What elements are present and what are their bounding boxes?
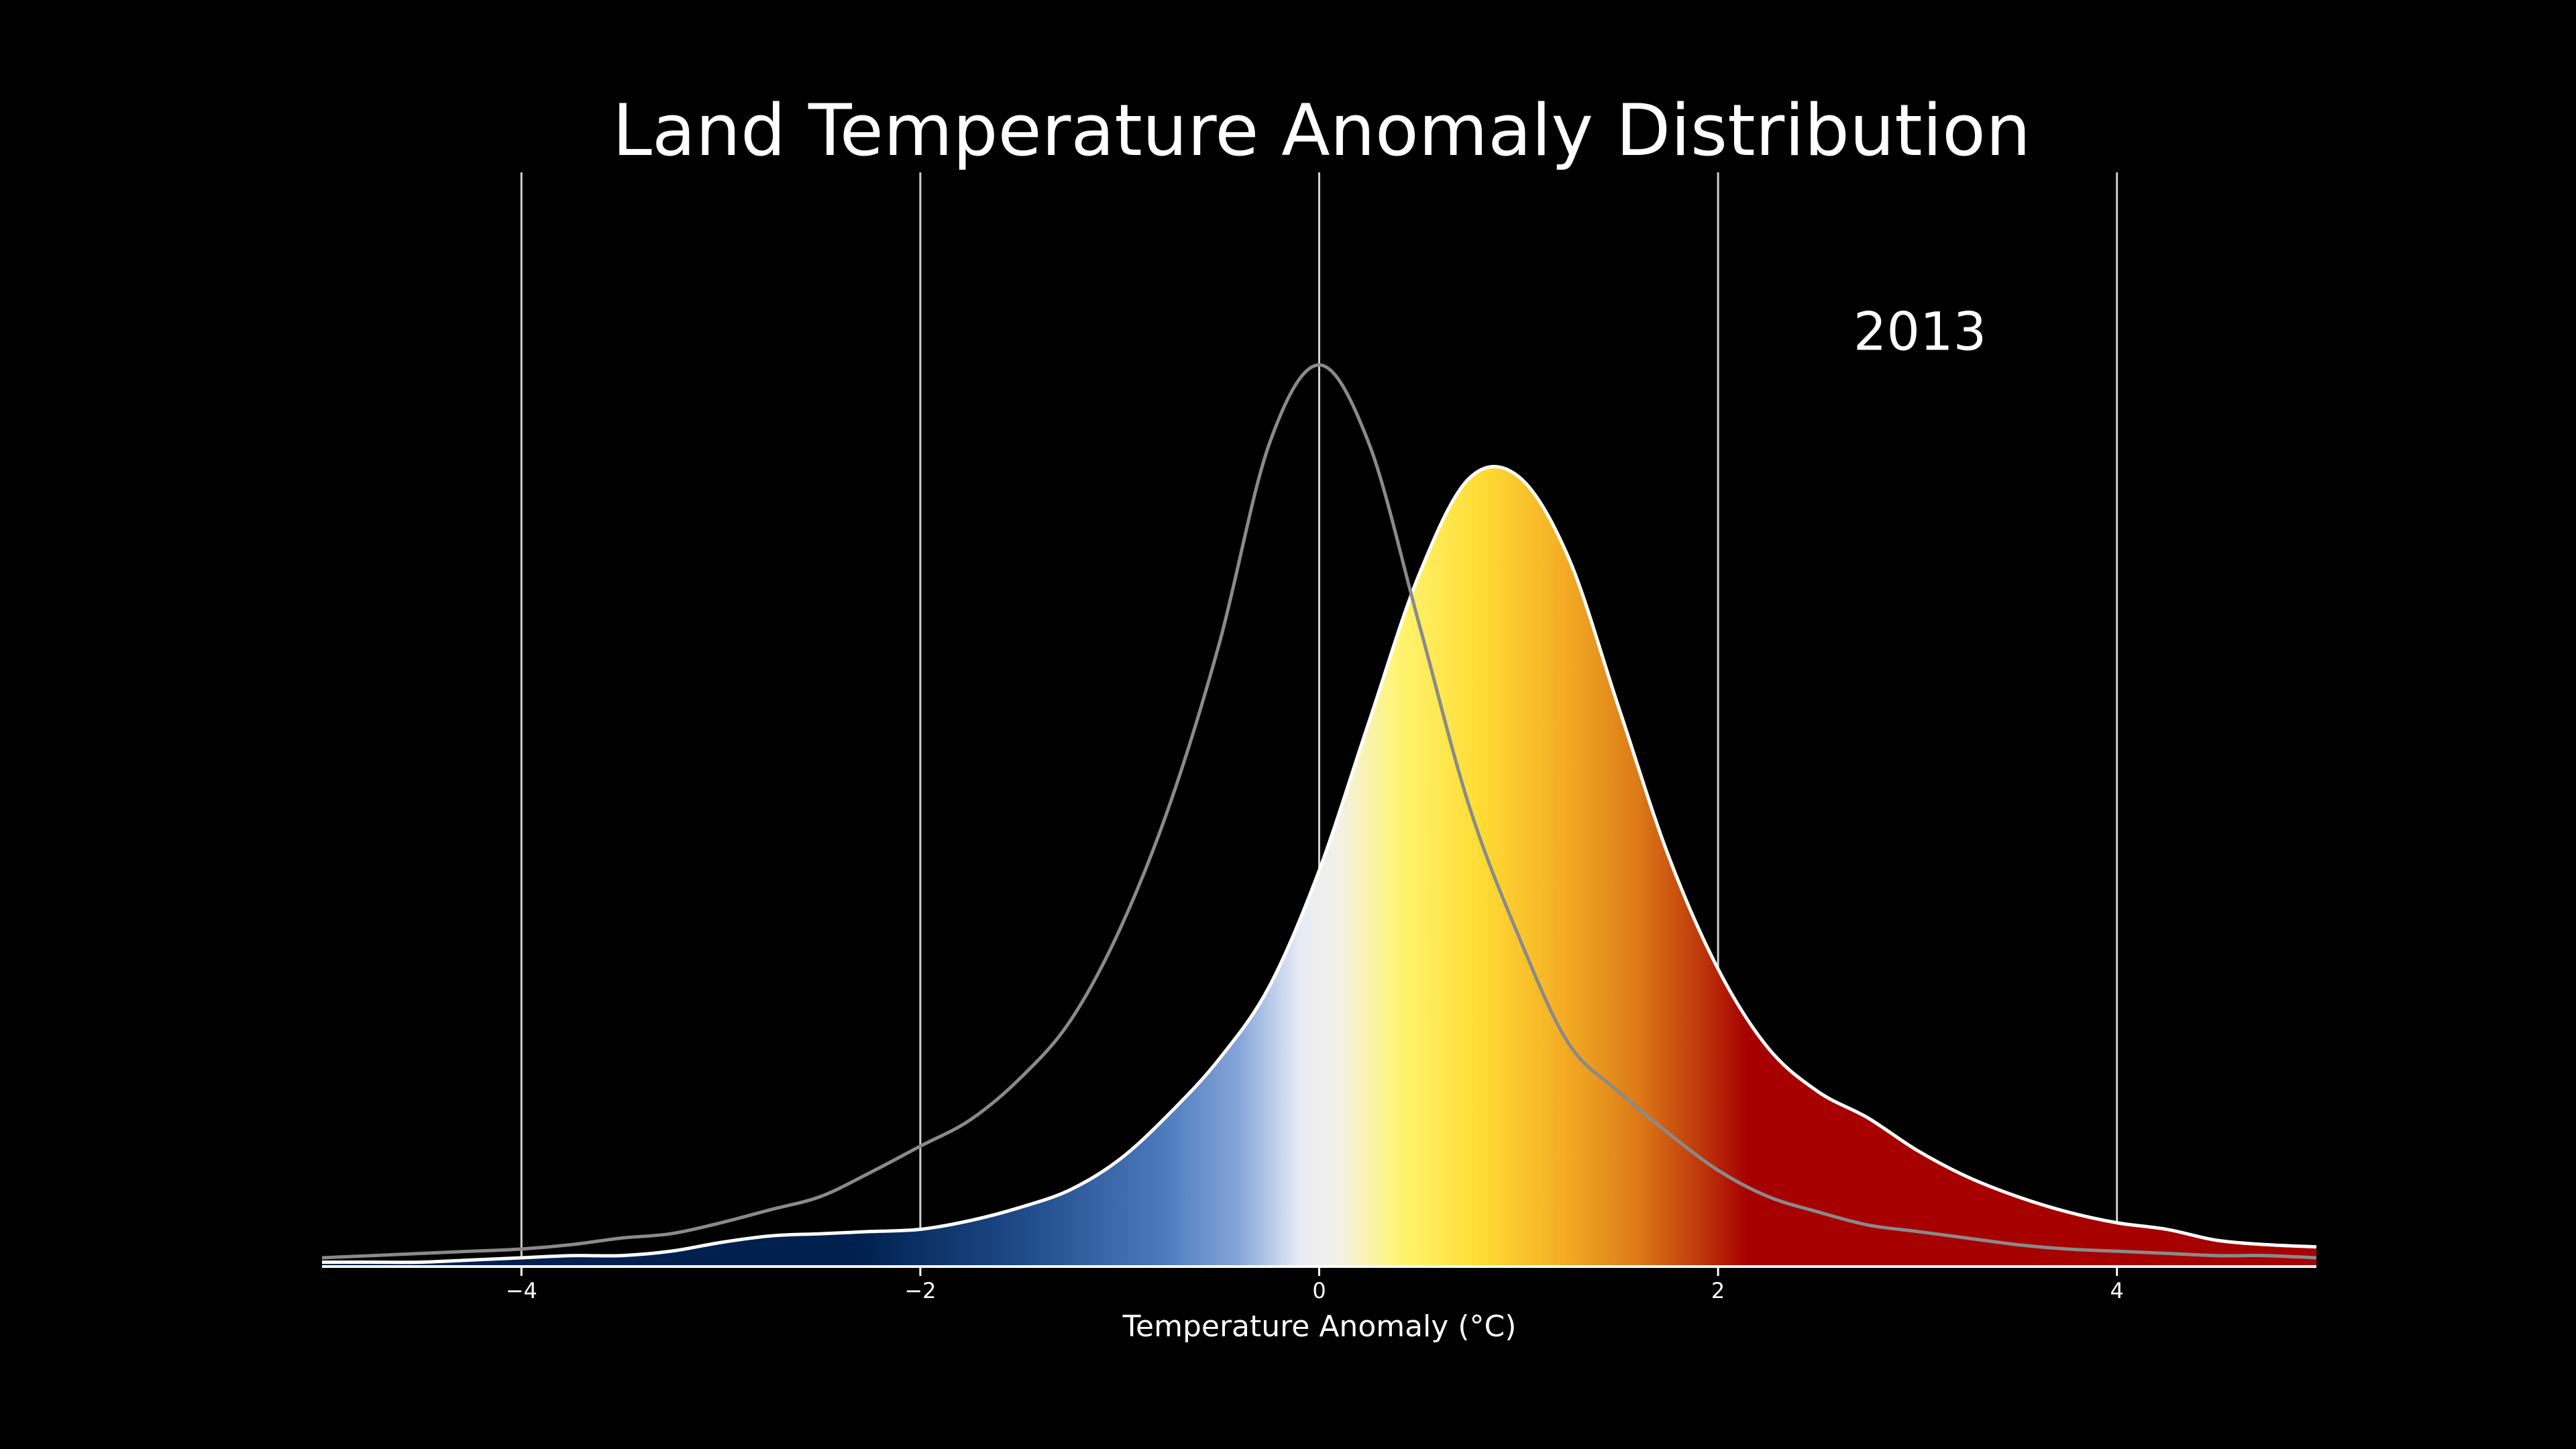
- x-axis-label: Temperature Anomaly (°C): [1122, 1309, 1517, 1344]
- density-outline: [322, 465, 2317, 1265]
- x-tick-label: 2: [1711, 1278, 1725, 1303]
- x-tick-label: −2: [904, 1278, 936, 1303]
- x-tick-label: 0: [1312, 1278, 1326, 1303]
- year-annotation: 2013: [1854, 302, 1987, 362]
- chart-title: Land Temperature Anomaly Distribution: [612, 89, 2031, 172]
- x-tick-label: 4: [2110, 1278, 2124, 1303]
- x-tick-label: −4: [506, 1278, 537, 1303]
- density-area: [322, 466, 2316, 1267]
- baseline-density-line: [321, 363, 2317, 1260]
